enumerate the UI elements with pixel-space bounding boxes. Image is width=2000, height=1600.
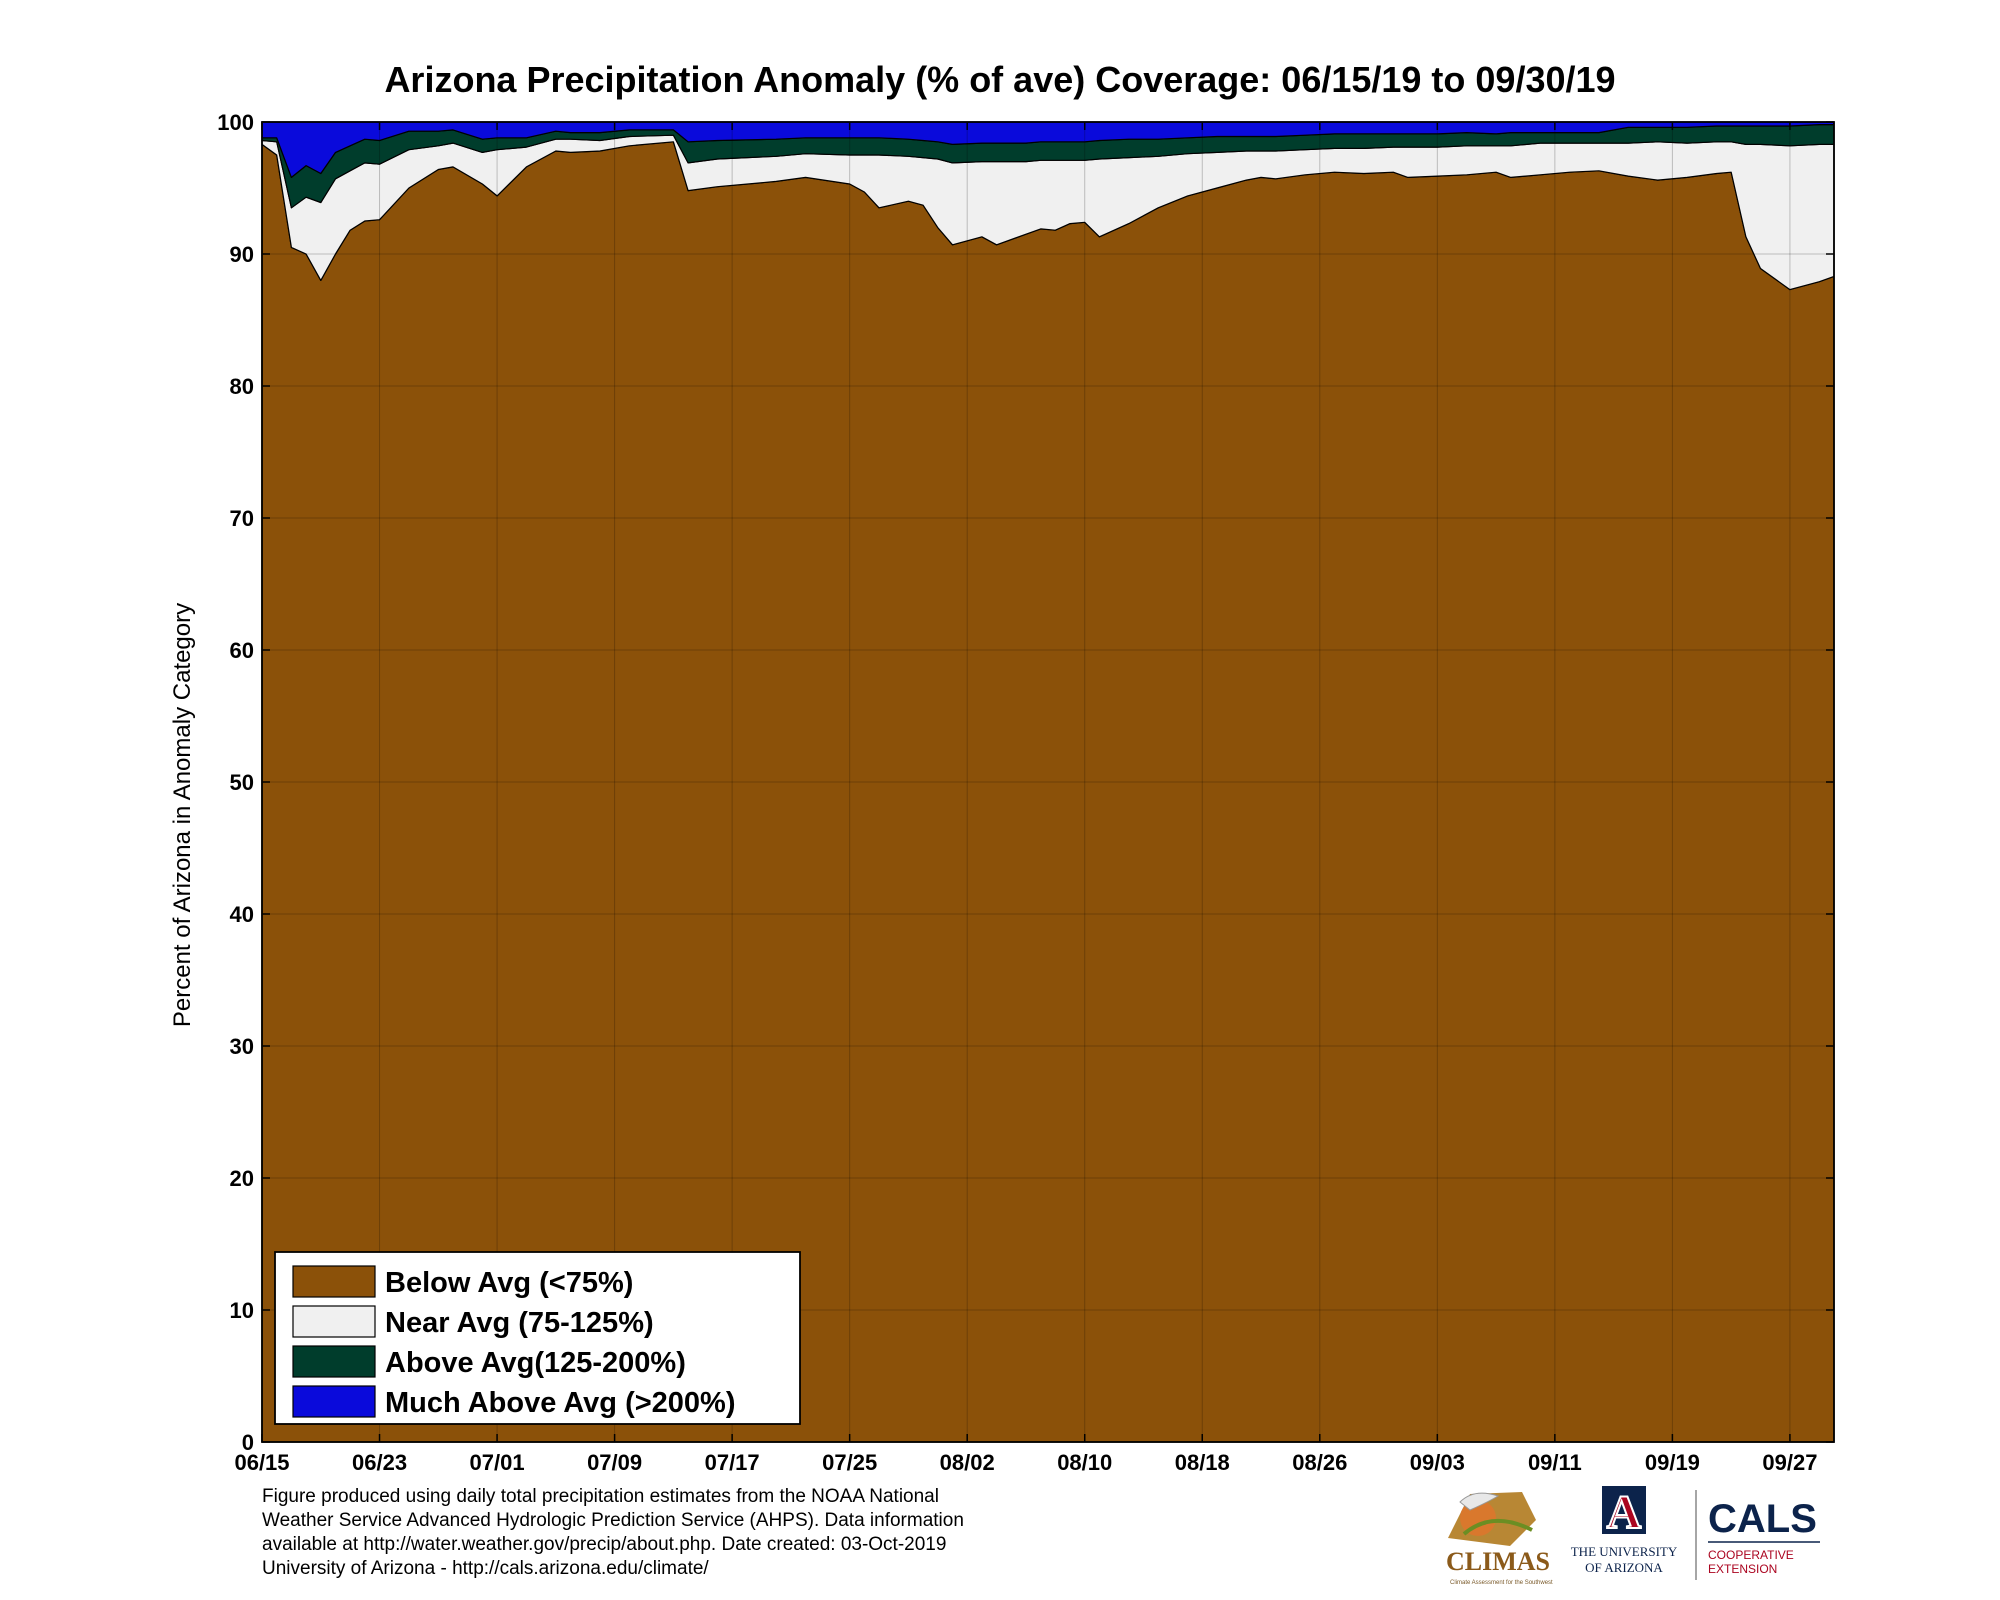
x-tick-label: 08/18 <box>1175 1450 1230 1475</box>
y-tick-label: 30 <box>230 1034 254 1059</box>
y-tick-label: 0 <box>242 1430 254 1455</box>
x-tick-label: 09/03 <box>1410 1450 1465 1475</box>
legend-swatch <box>292 1385 376 1418</box>
ua-block-a: A <box>1607 1486 1642 1539</box>
x-tick-label: 07/01 <box>470 1450 525 1475</box>
x-tick-label: 07/25 <box>822 1450 877 1475</box>
x-tick-label: 07/09 <box>587 1450 642 1475</box>
series-area-0 <box>261 141 1835 1443</box>
y-axis-ticks: 0 10 20 30 40 50 60 70 80 90 100 <box>217 110 1834 1455</box>
footnote-line: available at http://water.weather.gov/pr… <box>262 1534 947 1555</box>
chart-title: Arizona Precipitation Anomaly (% of ave)… <box>384 59 1615 100</box>
legend-label: Much Above Avg (>200%) <box>385 1387 736 1419</box>
legend: Below Avg (<75%) Near Avg (75-125%) Above … <box>274 1251 801 1425</box>
x-tick-label: 09/19 <box>1645 1450 1700 1475</box>
y-tick-label: 40 <box>230 902 254 927</box>
climas-logo: CLIMAS Climate Assessment for the Southw… <box>1446 1492 1553 1586</box>
y-tick-label: 10 <box>230 1298 254 1323</box>
y-tick-label: 70 <box>230 506 254 531</box>
y-axis-label: Percent of Arizona in Anomaly Category <box>169 603 196 1027</box>
y-tick-label: 80 <box>230 374 254 399</box>
legend-label: Below Avg (<75%) <box>385 1267 633 1299</box>
legend-swatch <box>292 1345 376 1378</box>
cals-name: CALS <box>1708 1497 1817 1541</box>
cals-line1: COOPERATIVE <box>1708 1548 1794 1562</box>
legend-label: Above Avg(125-200%) <box>385 1347 686 1379</box>
y-tick-label: 50 <box>230 770 254 795</box>
y-tick-label: 20 <box>230 1166 254 1191</box>
x-tick-label: 08/02 <box>940 1450 995 1475</box>
sponsor-logos: CLIMAS Climate Assessment for the Southw… <box>1446 1485 1820 1586</box>
climas-tagline: Climate Assessment for the Southwest <box>1450 1580 1553 1586</box>
y-tick-label: 100 <box>217 110 254 135</box>
legend-swatch <box>292 1305 376 1338</box>
x-tick-label: 06/23 <box>352 1450 407 1475</box>
footnote-line: Figure produced using daily total precip… <box>262 1486 939 1507</box>
x-tick-label: 08/26 <box>1292 1450 1347 1475</box>
x-tick-label: 08/10 <box>1057 1450 1112 1475</box>
x-tick-label: 06/15 <box>234 1450 289 1475</box>
climas-name: CLIMAS <box>1446 1547 1550 1576</box>
footnote-line: Weather Service Advanced Hydrologic Pred… <box>262 1510 964 1531</box>
university-of-arizona-logo: A THE UNIVERSITY OF ARIZONA <box>1571 1485 1678 1575</box>
y-tick-label: 90 <box>230 242 254 267</box>
legend-label: Near Avg (75-125%) <box>385 1307 654 1339</box>
ua-line2: OF ARIZONA <box>1585 1560 1663 1575</box>
footnote-line: University of Arizona - http://cals.ariz… <box>262 1558 709 1579</box>
x-axis-ticks: 06/15 06/23 07/01 07/09 07/17 07/25 08/02 08/10… <box>234 122 1817 1475</box>
legend-swatch <box>292 1265 376 1298</box>
y-tick-label: 60 <box>230 638 254 663</box>
plot-area <box>261 121 1835 1443</box>
ua-line1: THE UNIVERSITY <box>1571 1544 1678 1559</box>
cals-logo: CALS COOPERATIVE EXTENSION <box>1708 1497 1820 1576</box>
x-tick-label: 09/11 <box>1528 1450 1582 1475</box>
cals-line2: EXTENSION <box>1708 1562 1777 1576</box>
x-tick-label: 07/17 <box>705 1450 760 1475</box>
x-tick-label: 09/27 <box>1762 1450 1817 1475</box>
footnote: Figure produced using daily total precip… <box>262 1485 1162 1581</box>
